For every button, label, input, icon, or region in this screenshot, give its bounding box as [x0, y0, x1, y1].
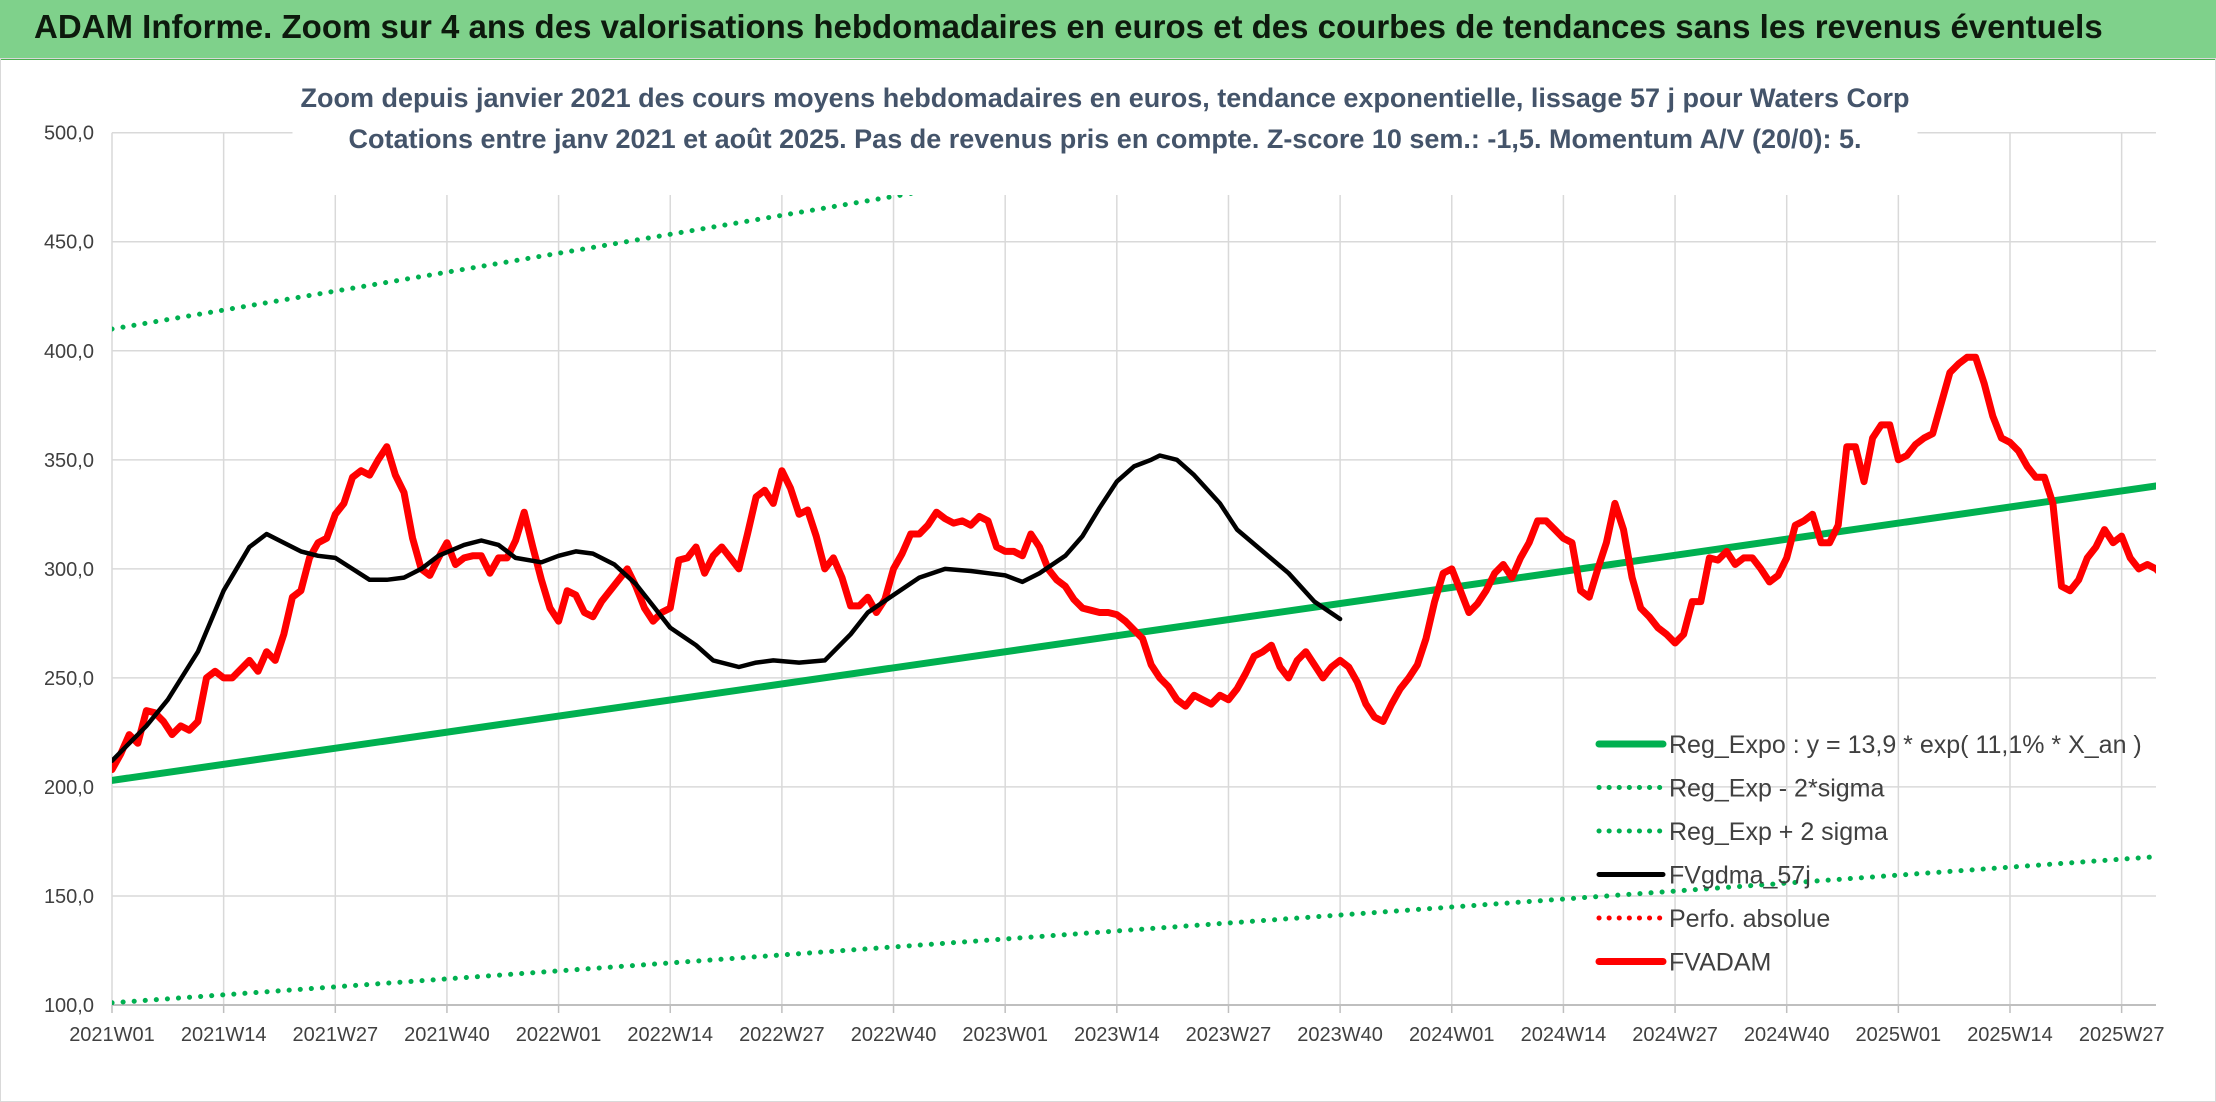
x-tick-label: 2021W01 — [69, 1024, 155, 1046]
y-tick-label: 250,0 — [44, 668, 94, 690]
legend-label: FVgdma_57j — [1669, 862, 1811, 890]
series-line-3 — [112, 453, 1343, 764]
y-tick-label: 150,0 — [44, 886, 94, 908]
legend-label: FVADAM — [1669, 949, 1771, 977]
x-tick-label: 2023W14 — [1074, 1024, 1160, 1046]
x-tick-label: 2025W27 — [2079, 1024, 2165, 1046]
chart-title-line: Cotations entre janv 2021 et août 2025. … — [348, 124, 1861, 154]
legend: Reg_Expo : y = 13,9 * exp( 11,1% * X_an … — [1595, 731, 2142, 977]
y-tick-label: 200,0 — [44, 777, 94, 799]
legend-label: Reg_Exp - 2*sigma — [1669, 775, 1884, 803]
y-tick-label: 350,0 — [44, 450, 94, 472]
series-group — [112, 132, 2156, 1005]
x-tick-label: 2025W14 — [1967, 1024, 2053, 1046]
x-tick-label: 2023W40 — [1297, 1024, 1383, 1046]
x-axis-ticks: 2021W01 2021W14 2021W27 2021W40 2022W01 2022W… — [69, 1024, 2164, 1046]
x-tick-label: 2023W01 — [962, 1024, 1048, 1046]
x-tick-label: 2024W01 — [1409, 1024, 1495, 1046]
y-tick-label: 450,0 — [44, 232, 94, 254]
legend-label: Reg_Exp + 2 sigma — [1669, 818, 1888, 846]
x-tick-label: 2022W14 — [627, 1024, 713, 1046]
series-line-5 — [112, 353, 2156, 773]
y-tick-label: 300,0 — [44, 559, 94, 581]
y-tick-label: 500,0 — [44, 123, 94, 145]
grid-lines — [111, 131, 2156, 1013]
y-tick-label: 100,0 — [44, 995, 94, 1017]
x-tick-label: 2022W40 — [851, 1024, 937, 1046]
x-tick-label: 2021W14 — [181, 1024, 267, 1046]
x-tick-label: 2025W01 — [1856, 1024, 1942, 1046]
x-tick-label: 2024W14 — [1521, 1024, 1607, 1046]
legend-label: Perfo. absolue — [1669, 905, 1830, 933]
x-tick-label: 2024W27 — [1632, 1024, 1718, 1046]
x-tick-label: 2021W27 — [292, 1024, 378, 1046]
report-banner-title: ADAM Informe. Zoom sur 4 ans des valoris… — [34, 8, 2103, 45]
x-tick-label: 2023W27 — [1186, 1024, 1272, 1046]
line-chart: 100,0 150,0 200,0 250,0 300,0 350,0 400,0 450,0… — [44, 61, 2164, 1046]
report-banner: ADAM Informe. Zoom sur 4 ans des valoris… — [0, 0, 2216, 60]
y-tick-label: 400,0 — [44, 341, 94, 363]
title-background — [292, 61, 1918, 195]
series-line-1 — [112, 854, 2156, 1005]
x-tick-label: 2022W01 — [516, 1024, 602, 1046]
chart-area: 100,0 150,0 200,0 250,0 300,0 350,0 400,0 450,0… — [0, 58, 2216, 1102]
legend-label: Reg_Expo : y = 13,9 * exp( 11,1% * X_an … — [1669, 731, 2142, 759]
x-tick-label: 2024W40 — [1744, 1024, 1830, 1046]
x-tick-label: 2022W27 — [739, 1024, 825, 1046]
y-axis-ticks: 100,0 150,0 200,0 250,0 300,0 350,0 400,0 450,0… — [44, 123, 94, 1017]
series-line-2 — [112, 132, 1284, 332]
chart-title: Zoom depuis janvier 2021 des cours moyen… — [292, 61, 1918, 195]
chart-title-line: Zoom depuis janvier 2021 des cours moyen… — [300, 83, 1909, 113]
x-tick-label: 2021W40 — [404, 1024, 490, 1046]
